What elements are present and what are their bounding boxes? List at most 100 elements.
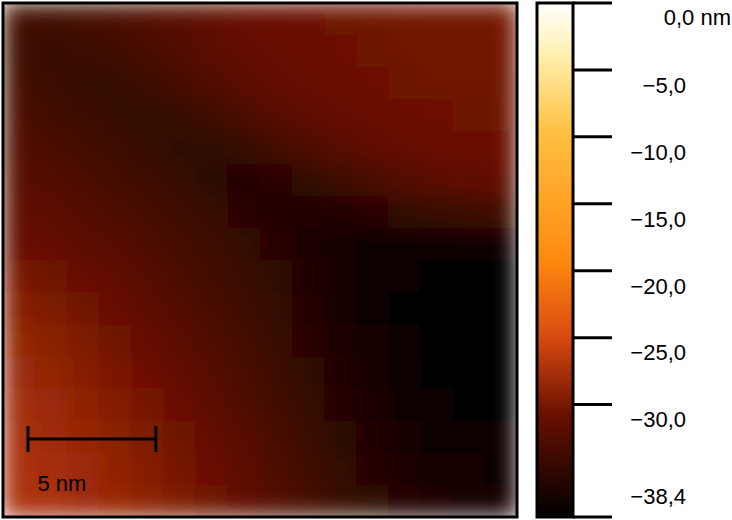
cell [324,421,357,454]
cell [356,292,389,325]
cell [485,99,517,132]
cell [356,99,389,132]
cell [292,421,325,454]
cell [324,164,357,197]
cell [132,132,165,165]
cell [67,67,100,100]
cell [453,421,486,454]
cell [164,260,197,293]
cell [356,196,389,229]
color-bar-label: −5,0 [643,73,686,98]
cell [292,99,325,132]
cell [324,292,357,325]
cell [260,3,293,36]
color-bar-tick [573,135,612,138]
cell [421,196,454,229]
color-bar-label: −30,0 [630,407,686,432]
cell [164,356,197,389]
cell [196,324,229,357]
cell [67,164,100,197]
cell [260,485,293,517]
cell [99,389,132,422]
cell [99,324,132,357]
cell [3,35,36,68]
cell [485,356,517,389]
cell [3,356,36,389]
cell [356,132,389,165]
cell [389,164,422,197]
cell [228,389,261,422]
cell [356,35,389,68]
cell [421,389,454,422]
cell [292,228,325,261]
cell [260,292,293,325]
cell [132,228,165,261]
cell [292,132,325,165]
cell [3,3,36,36]
cell [67,356,100,389]
cell [389,421,422,454]
cell [164,292,197,325]
cell [389,67,422,100]
cell [485,485,517,517]
cell [292,260,325,293]
cell [99,67,132,100]
cell [99,99,132,132]
cell [421,164,454,197]
cell [196,67,229,100]
cell [421,67,454,100]
cell [453,389,486,422]
cell [35,35,68,68]
cell [35,421,68,454]
cell [324,132,357,165]
cell [324,485,357,517]
color-bar-label: −20,0 [630,274,686,299]
cell [260,132,293,165]
cell [389,260,422,293]
cell [196,132,229,165]
cell [260,389,293,422]
cell [228,228,261,261]
cell [99,356,132,389]
cell [260,453,293,486]
cell [132,421,165,454]
cell [196,356,229,389]
cell [35,164,68,197]
color-bar-gradient [537,3,573,517]
height-map [3,3,517,517]
cell [421,3,454,36]
cell [389,99,422,132]
cell [453,67,486,100]
cell [228,196,261,229]
cell [421,132,454,165]
cell [99,453,132,486]
cell [196,292,229,325]
cell [164,67,197,100]
cell [421,35,454,68]
cell [228,485,261,517]
cell [356,421,389,454]
color-bar-label: −10,0 [630,140,686,165]
cell [35,3,68,36]
cell [132,35,165,68]
cell [99,485,132,517]
color-bar-tick [573,516,612,519]
cell [453,453,486,486]
cell [389,389,422,422]
cell [35,228,68,261]
cell [292,453,325,486]
cell [164,324,197,357]
cell [196,260,229,293]
cell [485,453,517,486]
cell [485,421,517,454]
cell [132,453,165,486]
cell [132,196,165,229]
cell [132,67,165,100]
cell [292,485,325,517]
cell [292,196,325,229]
color-bar: 0,0 nm−5,0−10,0−15,0−20,0−25,0−30,0−38,4 [537,3,731,517]
cell [485,132,517,165]
cell [67,99,100,132]
cell [99,164,132,197]
color-bar-tick [573,269,612,272]
